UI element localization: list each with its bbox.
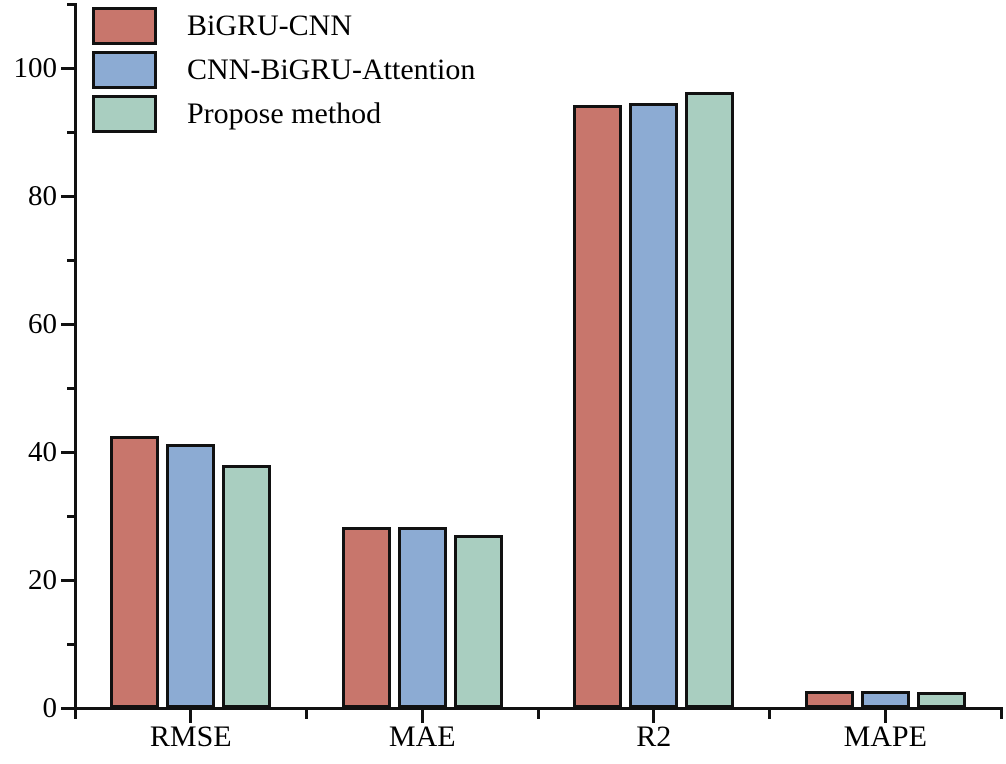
y-axis-major-tick bbox=[60, 66, 74, 70]
bar-rmse-series-0 bbox=[110, 436, 160, 708]
y-axis-major-tick bbox=[60, 450, 74, 454]
bar-rmse-series-2 bbox=[222, 464, 272, 708]
x-axis-line bbox=[73, 706, 1003, 710]
bar-r2-series-2 bbox=[685, 92, 735, 708]
bar-r2-series-1 bbox=[629, 102, 679, 708]
legend-swatch-series-1 bbox=[92, 51, 157, 89]
y-axis-tick-label: 0 bbox=[42, 692, 58, 724]
y-axis-major-tick bbox=[60, 706, 74, 710]
x-axis-category-label: R2 bbox=[636, 720, 672, 753]
x-axis-minor-tick bbox=[73, 709, 77, 719]
bar-mape-series-1 bbox=[860, 690, 910, 708]
x-axis-minor-tick bbox=[305, 709, 308, 719]
y-axis-minor-tick bbox=[66, 642, 74, 646]
bar-mape-series-0 bbox=[804, 690, 854, 708]
bar-mae-series-0 bbox=[341, 527, 391, 708]
x-axis-minor-tick bbox=[999, 709, 1003, 719]
y-axis-minor-tick bbox=[66, 258, 74, 262]
y-axis-minor-tick bbox=[66, 514, 74, 518]
y-axis-tick-label: 80 bbox=[28, 180, 57, 212]
bar-mae-series-2 bbox=[453, 534, 503, 708]
y-axis-minor-tick bbox=[66, 130, 74, 134]
x-axis-major-tick bbox=[420, 709, 424, 723]
y-axis-major-tick bbox=[60, 322, 74, 326]
y-axis-major-tick bbox=[60, 194, 74, 198]
y-axis-tick-label: 20 bbox=[28, 564, 57, 596]
y-axis-tick-label: 40 bbox=[28, 436, 57, 468]
x-axis-category-label: MAE bbox=[388, 720, 456, 753]
x-axis-major-tick bbox=[652, 709, 656, 723]
y-axis-major-tick bbox=[60, 578, 74, 582]
x-axis-minor-tick bbox=[768, 709, 771, 719]
legend-label-series-2: Propose method bbox=[187, 97, 382, 130]
x-axis-category-label: RMSE bbox=[149, 720, 232, 753]
legend-label-series-0: BiGRU-CNN bbox=[187, 9, 353, 42]
y-axis-tick-label: 60 bbox=[28, 308, 57, 340]
bar-r2-series-0 bbox=[573, 104, 623, 708]
bar-mae-series-1 bbox=[397, 527, 447, 708]
legend-swatch-series-2 bbox=[92, 95, 157, 133]
bar-rmse-series-1 bbox=[166, 444, 216, 708]
y-axis-line bbox=[73, 2, 77, 710]
legend-label-series-1: CNN-BiGRU-Attention bbox=[187, 53, 476, 86]
y-axis-tick-label: 100 bbox=[13, 52, 58, 84]
x-axis-major-tick bbox=[883, 709, 887, 723]
x-axis-minor-tick bbox=[536, 709, 540, 719]
legend-swatch-series-0 bbox=[92, 7, 157, 45]
y-axis-minor-tick bbox=[66, 2, 74, 6]
bar-mape-series-2 bbox=[916, 691, 966, 708]
y-axis-minor-tick bbox=[66, 386, 74, 390]
x-axis-category-label: MAPE bbox=[843, 720, 927, 753]
x-axis-major-tick bbox=[189, 709, 193, 723]
